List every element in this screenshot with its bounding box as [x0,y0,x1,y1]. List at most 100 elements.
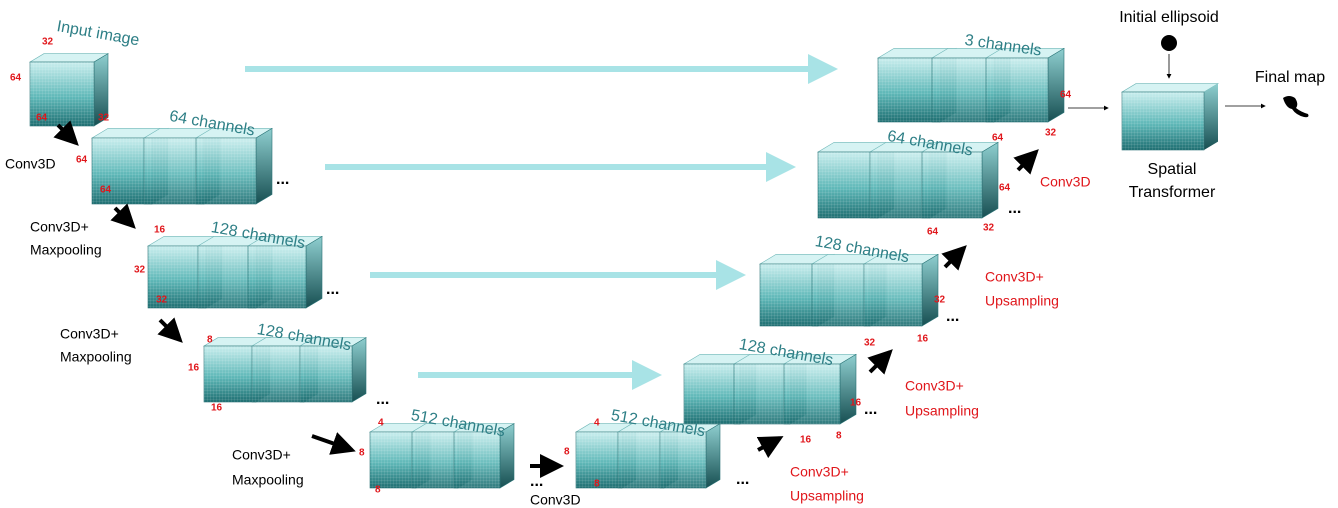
down-arrow [311,432,356,455]
operation-label: Conv3D [530,492,581,508]
operation-label: Maxpooling [60,349,132,365]
dim-label: 16 [800,435,812,446]
arrow-layer [53,35,1309,478]
cube-grid [878,58,940,122]
down-arrow [110,203,136,229]
final-map-icon [1283,96,1309,118]
dim-label: 32 [156,295,168,306]
cube-side [839,353,857,425]
dim-label: 16 [850,398,862,409]
cube-grid [198,246,256,308]
operation-label: Conv3D+ [905,378,964,394]
down-arrow [53,120,79,146]
transformer-top [1120,83,1220,93]
cube-grid [148,246,206,308]
cube-side [351,337,367,403]
cube-grid [454,432,500,488]
cube-grid [870,152,930,218]
cube-grid [986,58,1048,122]
block-label: Input image [55,18,140,49]
cube-grid [204,346,256,402]
up-arrow [867,349,893,375]
dim-label: 64 [927,227,939,238]
cube-grid [734,364,790,424]
dim-label: 8 [207,335,213,346]
ellipsis: ... [1008,200,1021,217]
cube-grid [760,264,818,326]
up-arrow [756,436,784,459]
transformer-name: Transformer [1129,184,1216,201]
dim-label: 4 [378,418,384,429]
final-map-label: Final map [1255,69,1325,86]
transformer-grid [1122,92,1204,150]
cube-side [921,253,939,327]
ellipsis: ... [376,391,389,408]
operation-label: Conv3D+ [30,219,89,235]
operation-label: Upsampling [905,403,979,419]
dim-label: 8 [359,448,365,459]
transformer-input: Initial ellipsoid [1119,9,1219,26]
cube-layer [28,47,1220,489]
dim-label: 32 [864,338,876,349]
operation-label: Conv3D+ [985,269,1044,285]
operation-label: Upsampling [985,293,1059,309]
operation-label: Conv3D [1040,174,1091,190]
ellipsis: ... [276,171,289,188]
operation-label: Maxpooling [30,242,102,258]
cube-grid [576,432,622,488]
dim-label: 64 [1060,90,1072,101]
dim-label: 64 [100,185,112,196]
cube-side [305,235,323,309]
transformer-name: Spatial [1148,161,1197,178]
cube-grid [922,152,982,218]
ellipsis: ... [946,308,959,325]
dim-label: 16 [188,363,200,374]
ellipsis: ... [326,281,339,298]
dim-label: 4 [594,418,600,429]
up-arrow [1013,149,1039,175]
ellipsoid-icon [1161,35,1177,51]
dim-label: 32 [42,37,54,48]
cube-grid [932,58,994,122]
ellipsis: ... [736,471,749,488]
cube-side [1047,47,1065,123]
cube-grid [30,62,94,126]
cube-grid [300,346,352,402]
dim-label: 64 [999,183,1011,194]
dim-label: 64 [36,113,48,124]
dim-label: 8 [564,447,570,458]
cube-grid [412,432,458,488]
operation-label: Upsampling [790,488,864,504]
cube-grid [818,152,878,218]
dim-label: 8 [836,431,842,442]
dim-label: 32 [1045,128,1057,139]
ellipsis: ... [530,473,543,490]
dim-label: 16 [917,334,929,345]
ellipsis: ... [864,401,877,418]
dim-label: 16 [154,225,166,236]
dim-label: 16 [211,403,223,414]
cube-grid [196,138,256,204]
operation-label: Conv3D+ [790,464,849,480]
cube-grid [784,364,840,424]
operation-label: Conv3D+ [232,447,291,463]
cube-grid [144,138,204,204]
cube-grid [370,432,416,488]
dim-label: 32 [98,113,110,124]
cube-side [705,423,721,489]
transformer-side [1204,83,1218,150]
operation-label: Conv3D [5,156,56,172]
operation-label: Conv3D+ [60,326,119,342]
cube-side [255,127,273,205]
cube-grid [248,246,306,308]
down-arrow [157,317,183,343]
cube-grid [812,264,870,326]
dim-label: 32 [934,295,946,306]
dim-label: 32 [134,265,146,276]
dim-label: 64 [992,133,1004,144]
dim-label: 32 [983,223,995,234]
dim-label: 64 [76,155,88,166]
operation-label: Maxpooling [232,472,304,488]
up-arrow [941,245,967,271]
